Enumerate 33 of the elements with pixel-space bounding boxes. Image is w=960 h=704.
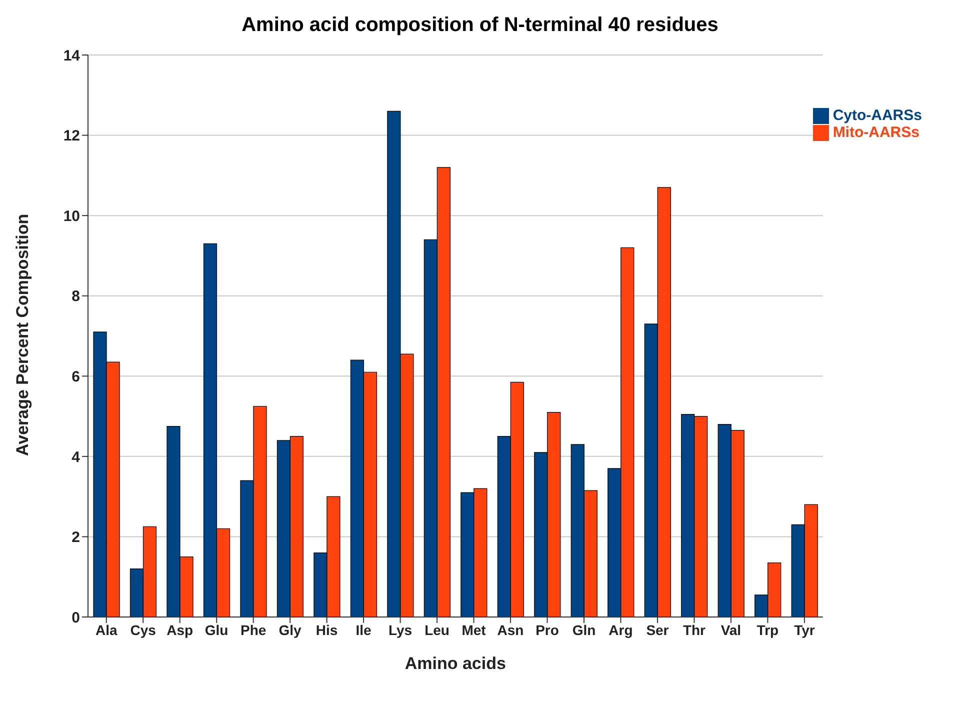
- y-tick-label: 8: [72, 288, 80, 306]
- x-tick-label: Met: [462, 622, 486, 638]
- x-tick-label: Lys: [388, 622, 412, 638]
- x-axis-title: Amino acids: [404, 654, 506, 673]
- x-tick-label: Thr: [682, 622, 706, 638]
- y-tick-label: 6: [72, 368, 80, 386]
- y-tick-label: 10: [63, 208, 80, 225]
- chart-title: Amino acid composition of N-terminal 40 residues: [240, 14, 720, 37]
- x-tick-label: His: [316, 622, 338, 638]
- x-tick-label: Leu: [424, 622, 450, 638]
- y-tick-label: 12: [63, 128, 80, 145]
- y-tick-label: 0: [72, 609, 80, 626]
- x-tick-label: Val: [720, 622, 742, 638]
- y-axis-title: Average Percent Composition: [13, 214, 32, 456]
- x-tick-label: Gln: [572, 622, 596, 638]
- x-tick-label: Pro: [536, 622, 559, 638]
- x-tick-label: Phe: [240, 622, 266, 638]
- x-tick-label: Glu: [204, 622, 228, 638]
- x-tick-label: Trp: [756, 622, 779, 638]
- y-tick-label: 14: [63, 47, 81, 64]
- y-tick-label: 2: [72, 529, 80, 546]
- legend-label: Cyto-AARSs: [832, 107, 922, 124]
- x-tick-label: Asp: [166, 622, 194, 638]
- x-tick-label: Ser: [646, 622, 670, 638]
- x-tick-label: Ala: [95, 622, 118, 638]
- y-tick-label: 4: [72, 448, 81, 466]
- x-tick-label: Cys: [130, 622, 156, 638]
- x-tick-label: Gly: [278, 622, 302, 638]
- x-tick-label: Arg: [608, 622, 633, 638]
- x-tick-label: Asn: [497, 622, 524, 638]
- x-tick-label: Tyr: [794, 622, 816, 638]
- legend-label: Mito-AARSs: [832, 124, 920, 142]
- x-tick-label: Ile: [356, 622, 372, 638]
